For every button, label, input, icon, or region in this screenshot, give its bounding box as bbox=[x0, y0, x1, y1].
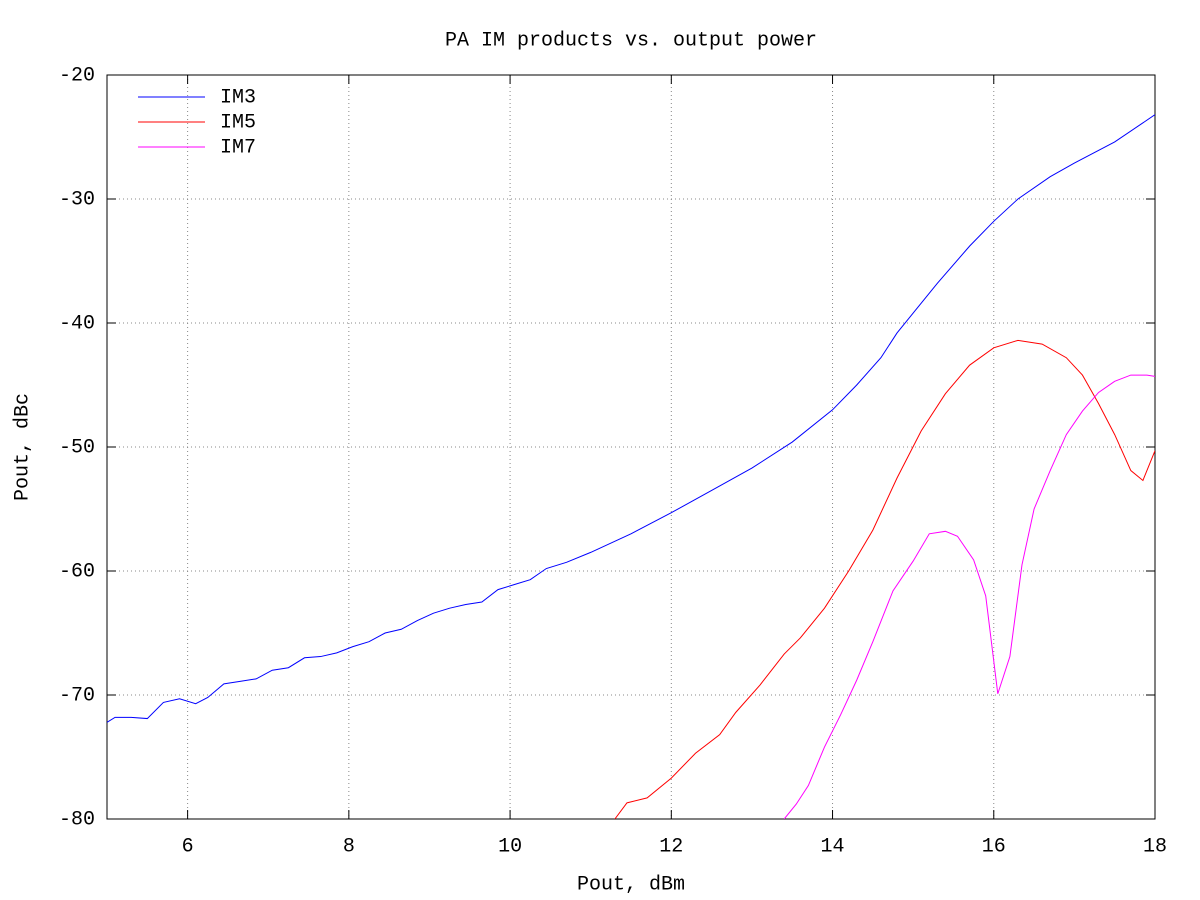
y-tick-label: -20 bbox=[59, 64, 95, 87]
x-tick-label: 16 bbox=[982, 835, 1006, 858]
legend-label: IM7 bbox=[220, 136, 256, 159]
y-tick-label: -70 bbox=[59, 684, 95, 707]
x-tick-label: 10 bbox=[498, 835, 522, 858]
y-axis-label: Pout, dBc bbox=[11, 393, 34, 501]
series-line bbox=[783, 374, 1155, 819]
y-tick-label: -50 bbox=[59, 436, 95, 459]
y-tick-label: -60 bbox=[59, 560, 95, 583]
x-axis-label: Pout, dBm bbox=[577, 873, 685, 896]
chart-title: PA IM products vs. output power bbox=[445, 29, 817, 52]
y-tick-label: -80 bbox=[59, 808, 95, 831]
plot-frame bbox=[106, 74, 1156, 820]
legend-label: IM5 bbox=[220, 111, 256, 134]
y-tick-label: -30 bbox=[59, 188, 95, 211]
x-tick-label: 18 bbox=[1143, 835, 1167, 858]
series-line bbox=[614, 339, 1155, 819]
x-tick-label: 12 bbox=[659, 835, 683, 858]
x-tick-label: 14 bbox=[821, 835, 845, 858]
x-tick-label: 8 bbox=[343, 835, 355, 858]
series-line bbox=[107, 114, 1155, 723]
legend-label: IM3 bbox=[220, 86, 256, 109]
y-tick-label: -40 bbox=[59, 312, 95, 335]
x-tick-label: 6 bbox=[182, 835, 194, 858]
